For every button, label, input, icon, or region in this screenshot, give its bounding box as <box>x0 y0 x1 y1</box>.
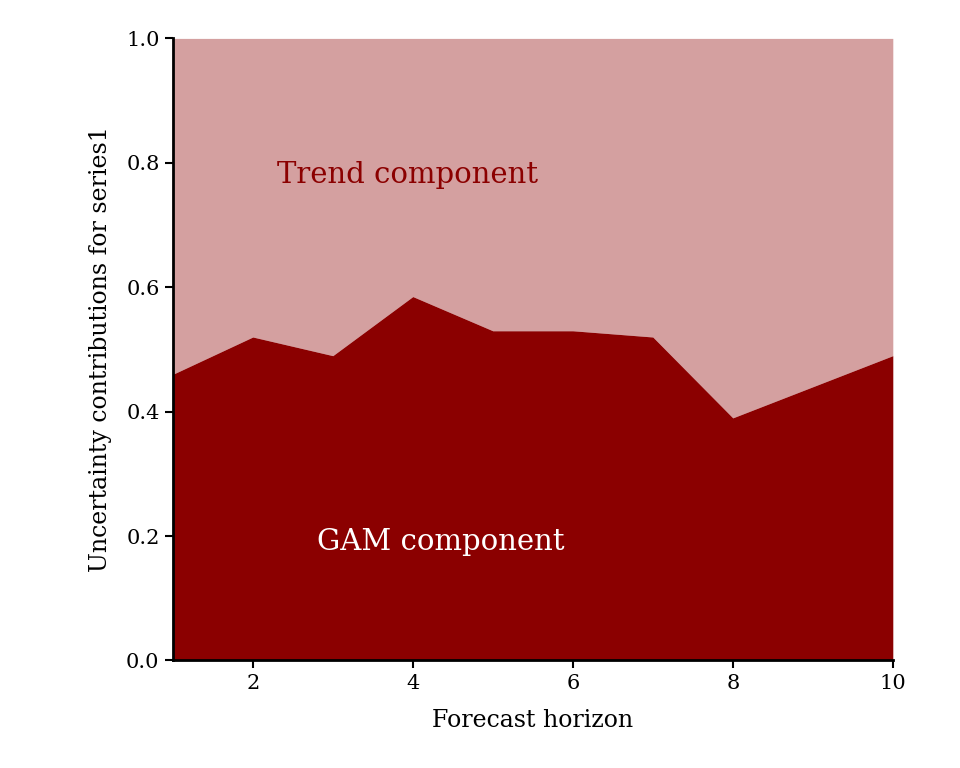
X-axis label: Forecast horizon: Forecast horizon <box>432 710 634 733</box>
Text: GAM component: GAM component <box>317 528 564 556</box>
Text: Trend component: Trend component <box>276 161 538 189</box>
Y-axis label: Uncertainty contributions for series1: Uncertainty contributions for series1 <box>89 127 112 572</box>
